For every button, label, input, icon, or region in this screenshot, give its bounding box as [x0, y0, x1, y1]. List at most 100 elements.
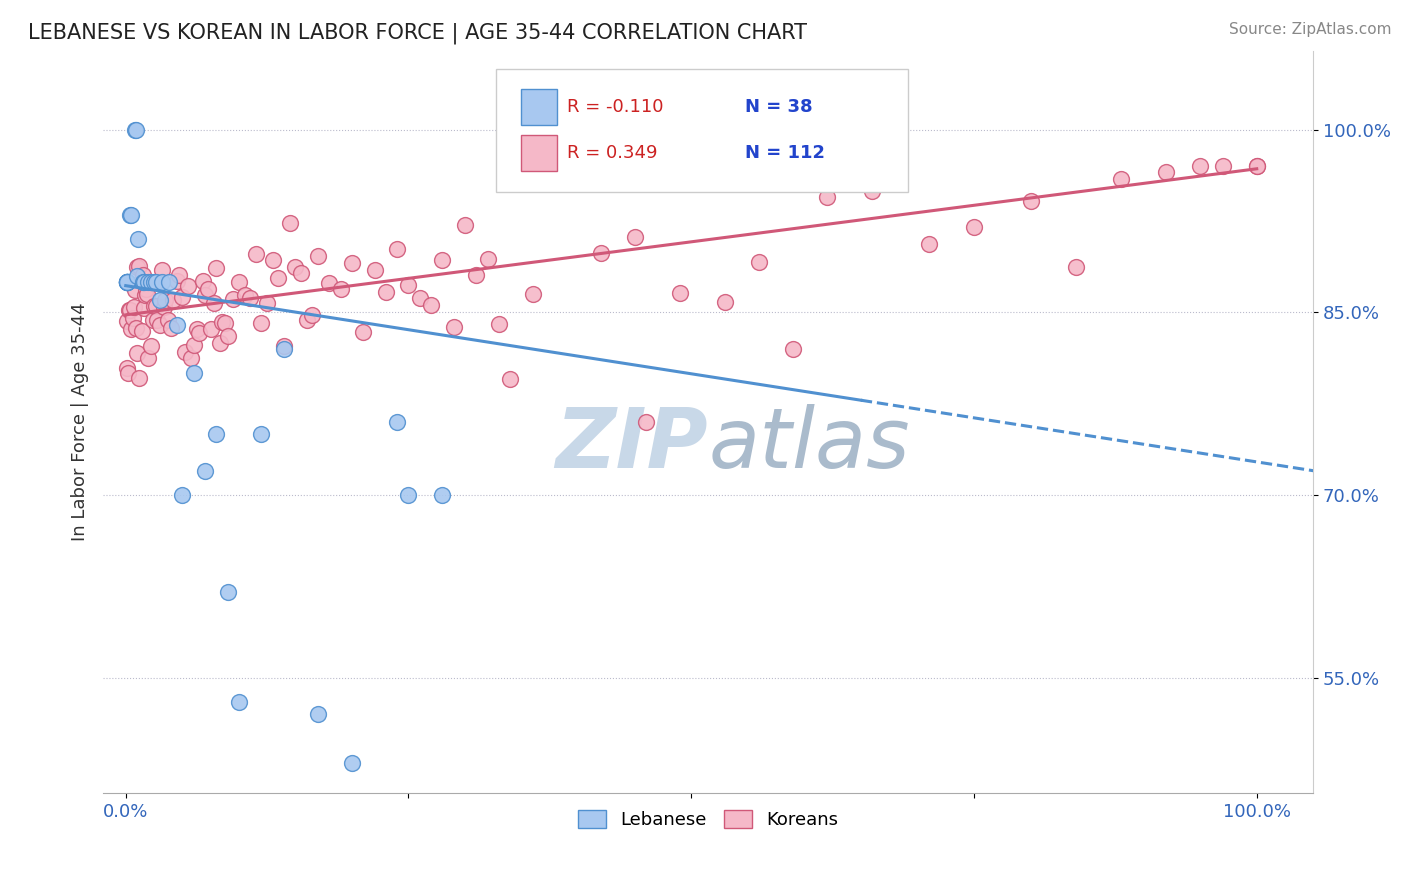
Koreans	[122, 300, 145, 314]
Lebanese	[250, 427, 273, 442]
Koreans	[454, 218, 477, 232]
Koreans	[134, 287, 156, 301]
Koreans	[318, 276, 340, 290]
Koreans	[139, 338, 162, 352]
Koreans	[589, 246, 612, 260]
Koreans	[202, 295, 225, 310]
Koreans	[420, 298, 443, 312]
Koreans	[115, 314, 138, 328]
Koreans	[748, 255, 770, 269]
Lebanese	[183, 367, 205, 381]
Koreans	[307, 249, 329, 263]
Text: R = 0.349: R = 0.349	[567, 145, 657, 162]
Koreans	[128, 259, 150, 273]
Koreans	[634, 415, 657, 429]
Lebanese	[124, 123, 146, 137]
Koreans	[782, 342, 804, 356]
Koreans	[125, 346, 148, 360]
Koreans	[138, 351, 160, 365]
Koreans	[188, 326, 211, 341]
Lebanese	[115, 275, 138, 289]
Koreans	[131, 324, 153, 338]
Lebanese	[166, 318, 188, 332]
Koreans	[173, 345, 195, 359]
Lebanese	[115, 275, 138, 289]
Koreans	[153, 300, 176, 314]
Koreans	[172, 290, 194, 304]
Koreans	[555, 155, 578, 169]
Koreans	[180, 351, 202, 365]
Lebanese	[125, 123, 148, 137]
Koreans	[117, 367, 139, 381]
Lebanese	[228, 695, 250, 709]
Koreans	[1154, 165, 1177, 179]
Lebanese	[138, 275, 160, 289]
Koreans	[860, 184, 883, 198]
Koreans	[963, 219, 986, 234]
Bar	[520, 136, 557, 171]
Koreans	[191, 274, 214, 288]
Koreans	[233, 287, 256, 301]
Koreans	[118, 303, 141, 318]
Koreans	[669, 285, 692, 300]
Lebanese	[139, 275, 162, 289]
Koreans	[214, 316, 236, 330]
Koreans	[217, 329, 239, 343]
Koreans	[183, 338, 205, 352]
Koreans	[143, 299, 166, 313]
Koreans	[125, 260, 148, 274]
Koreans	[623, 230, 645, 244]
Koreans	[374, 285, 396, 299]
Text: N = 112: N = 112	[745, 145, 824, 162]
Lebanese	[125, 268, 148, 283]
Lebanese	[115, 275, 138, 289]
Koreans	[125, 321, 148, 335]
Koreans	[142, 313, 165, 327]
Koreans	[301, 308, 323, 322]
Koreans	[273, 339, 295, 353]
Lebanese	[194, 464, 217, 478]
Koreans	[136, 286, 159, 301]
Lebanese	[340, 756, 363, 770]
Lebanese	[115, 275, 138, 289]
Koreans	[1189, 159, 1212, 173]
Koreans	[363, 263, 385, 277]
Koreans	[443, 319, 465, 334]
Text: ZIP: ZIP	[555, 404, 709, 484]
Koreans	[465, 268, 488, 282]
Koreans	[409, 291, 432, 305]
Koreans	[205, 261, 228, 276]
Koreans	[149, 318, 172, 333]
Lebanese	[132, 275, 155, 289]
Lebanese	[432, 488, 454, 502]
Koreans	[1246, 159, 1268, 173]
Koreans	[162, 293, 184, 308]
Lebanese	[115, 275, 138, 289]
Bar	[520, 89, 557, 125]
Lebanese	[157, 275, 180, 289]
Koreans	[284, 260, 307, 274]
Koreans	[211, 315, 233, 329]
Koreans	[1109, 171, 1132, 186]
Koreans	[278, 217, 301, 231]
Legend: Lebanese, Koreans: Lebanese, Koreans	[571, 803, 845, 837]
Koreans	[145, 299, 167, 313]
Koreans	[267, 271, 290, 285]
Koreans	[385, 242, 408, 256]
Koreans	[186, 322, 208, 336]
Koreans	[132, 301, 155, 316]
Lebanese	[132, 275, 155, 289]
Koreans	[499, 372, 522, 386]
Lebanese	[115, 275, 138, 289]
Koreans	[477, 252, 499, 267]
Koreans	[522, 286, 544, 301]
Koreans	[398, 278, 420, 293]
Koreans	[155, 293, 177, 307]
Koreans	[918, 236, 941, 251]
Koreans	[194, 287, 217, 301]
Koreans	[146, 313, 169, 327]
Lebanese	[145, 275, 167, 289]
Koreans	[115, 360, 138, 375]
Koreans	[120, 322, 142, 336]
Koreans	[295, 313, 318, 327]
